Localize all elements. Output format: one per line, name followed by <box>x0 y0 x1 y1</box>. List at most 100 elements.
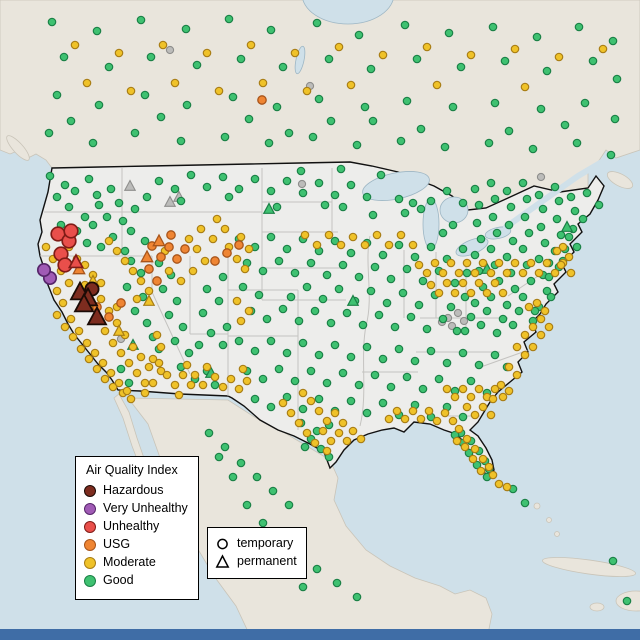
station-circle-good[interactable] <box>472 460 482 470</box>
station-circle-good[interactable] <box>452 326 462 336</box>
station-circle-good[interactable] <box>346 180 356 190</box>
station-circle-good[interactable] <box>486 178 496 188</box>
station-circle-moderate[interactable] <box>192 244 202 254</box>
station-circle-good[interactable] <box>484 138 494 148</box>
station-circle-good[interactable] <box>526 276 536 286</box>
station-circle-moderate[interactable] <box>188 266 198 276</box>
station-circle-good[interactable] <box>374 310 384 320</box>
station-circle-good[interactable] <box>442 358 452 368</box>
station-circle-good[interactable] <box>156 112 166 122</box>
station-circle-good[interactable] <box>94 100 104 110</box>
station-circle-good[interactable] <box>234 336 244 346</box>
station-circle-good[interactable] <box>202 284 212 294</box>
station-circle-moderate[interactable] <box>512 342 522 352</box>
station-circle-moderate[interactable] <box>554 52 564 62</box>
station-circle-good[interactable] <box>268 486 278 496</box>
station-circle-good[interactable] <box>446 302 456 312</box>
station-triangle-nodata[interactable] <box>123 179 137 191</box>
station-circle-good[interactable] <box>518 292 528 302</box>
station-circle-good[interactable] <box>594 200 604 210</box>
station-circle-moderate[interactable] <box>242 376 252 386</box>
station-circle-moderate[interactable] <box>432 416 442 426</box>
station-circle-good[interactable] <box>542 286 552 296</box>
station-circle-moderate[interactable] <box>126 86 136 96</box>
station-circle-good[interactable] <box>434 374 444 384</box>
station-circle-moderate[interactable] <box>148 354 158 364</box>
station-circle-good[interactable] <box>458 412 468 422</box>
station-circle-good[interactable] <box>460 326 470 336</box>
station-circle-good[interactable] <box>466 312 476 322</box>
station-circle-good[interactable] <box>426 346 436 356</box>
station-circle-moderate[interactable] <box>478 258 488 268</box>
station-circle-good[interactable] <box>250 394 260 404</box>
station-circle-good[interactable] <box>378 354 388 364</box>
station-circle-moderate[interactable] <box>52 310 62 320</box>
station-circle-good[interactable] <box>390 322 400 332</box>
station-circle-moderate[interactable] <box>174 390 184 400</box>
station-circle-moderate[interactable] <box>310 438 320 448</box>
station-circle-moderate[interactable] <box>182 360 192 370</box>
station-circle-good[interactable] <box>444 28 454 38</box>
station-circle-moderate[interactable] <box>120 256 130 266</box>
station-circle-good[interactable] <box>552 214 562 224</box>
station-triangle-good[interactable] <box>560 220 574 232</box>
station-circle-moderate[interactable] <box>478 402 488 412</box>
station-circle-moderate[interactable] <box>90 348 100 358</box>
station-circle-moderate[interactable] <box>540 306 550 316</box>
station-circle-moderate[interactable] <box>196 224 206 234</box>
station-circle-good[interactable] <box>528 144 538 154</box>
station-circle-good[interactable] <box>506 202 516 212</box>
station-circle-good[interactable] <box>394 240 404 250</box>
station-circle-good[interactable] <box>282 348 292 358</box>
station-circle-moderate[interactable] <box>112 246 122 256</box>
station-circle-moderate[interactable] <box>140 378 150 388</box>
station-circle-good[interactable] <box>368 210 378 220</box>
station-circle-good[interactable] <box>170 336 180 346</box>
station-circle-moderate[interactable] <box>526 258 536 268</box>
station-circle-moderate[interactable] <box>58 298 68 308</box>
station-circle-moderate[interactable] <box>176 276 186 286</box>
station-circle-moderate[interactable] <box>236 232 246 242</box>
station-circle-good[interactable] <box>402 264 412 274</box>
station-circle-good[interactable] <box>64 202 74 212</box>
station-circle-good[interactable] <box>338 202 348 212</box>
station-circle-good[interactable] <box>70 186 80 196</box>
station-circle-moderate[interactable] <box>154 358 164 368</box>
station-circle-good[interactable] <box>258 374 268 384</box>
station-triangle-hazardous[interactable] <box>73 292 95 313</box>
station-circle-good[interactable] <box>272 102 282 112</box>
station-circle-good[interactable] <box>224 192 234 202</box>
station-circle-moderate[interactable] <box>244 244 254 254</box>
station-circle-good[interactable] <box>158 284 168 294</box>
station-circle-good[interactable] <box>184 348 194 358</box>
station-circle-good[interactable] <box>412 54 422 64</box>
station-circle-good[interactable] <box>140 90 150 100</box>
station-circle-good[interactable] <box>416 124 426 134</box>
station-circle-moderate[interactable] <box>198 380 208 390</box>
station-circle-moderate[interactable] <box>544 322 554 332</box>
station-circle-moderate[interactable] <box>68 332 78 342</box>
station-circle-moderate[interactable] <box>490 384 500 394</box>
station-circle-good[interactable] <box>426 196 436 206</box>
station-circle-moderate[interactable] <box>226 374 236 384</box>
station-circle-good[interactable] <box>338 368 348 378</box>
station-circle-good[interactable] <box>492 228 502 238</box>
station-circle-moderate[interactable] <box>334 428 344 438</box>
station-circle-good[interactable] <box>510 284 520 294</box>
station-circle-moderate[interactable] <box>468 454 478 464</box>
station-circle-good[interactable] <box>274 256 284 266</box>
station-circle-good[interactable] <box>176 196 186 206</box>
station-circle-good[interactable] <box>278 304 288 314</box>
station-circle-moderate[interactable] <box>108 382 118 392</box>
station-circle-good[interactable] <box>464 448 474 458</box>
station-circle-moderate[interactable] <box>466 50 476 60</box>
station-circle-moderate[interactable] <box>396 230 406 240</box>
station-circle-moderate[interactable] <box>552 246 562 256</box>
station-circle-moderate[interactable] <box>186 380 196 390</box>
station-circle-good[interactable] <box>334 284 344 294</box>
station-circle-moderate[interactable] <box>564 252 574 262</box>
station-circle-good[interactable] <box>622 596 632 606</box>
station-circle-moderate[interactable] <box>324 230 334 240</box>
station-circle-moderate[interactable] <box>450 288 460 298</box>
